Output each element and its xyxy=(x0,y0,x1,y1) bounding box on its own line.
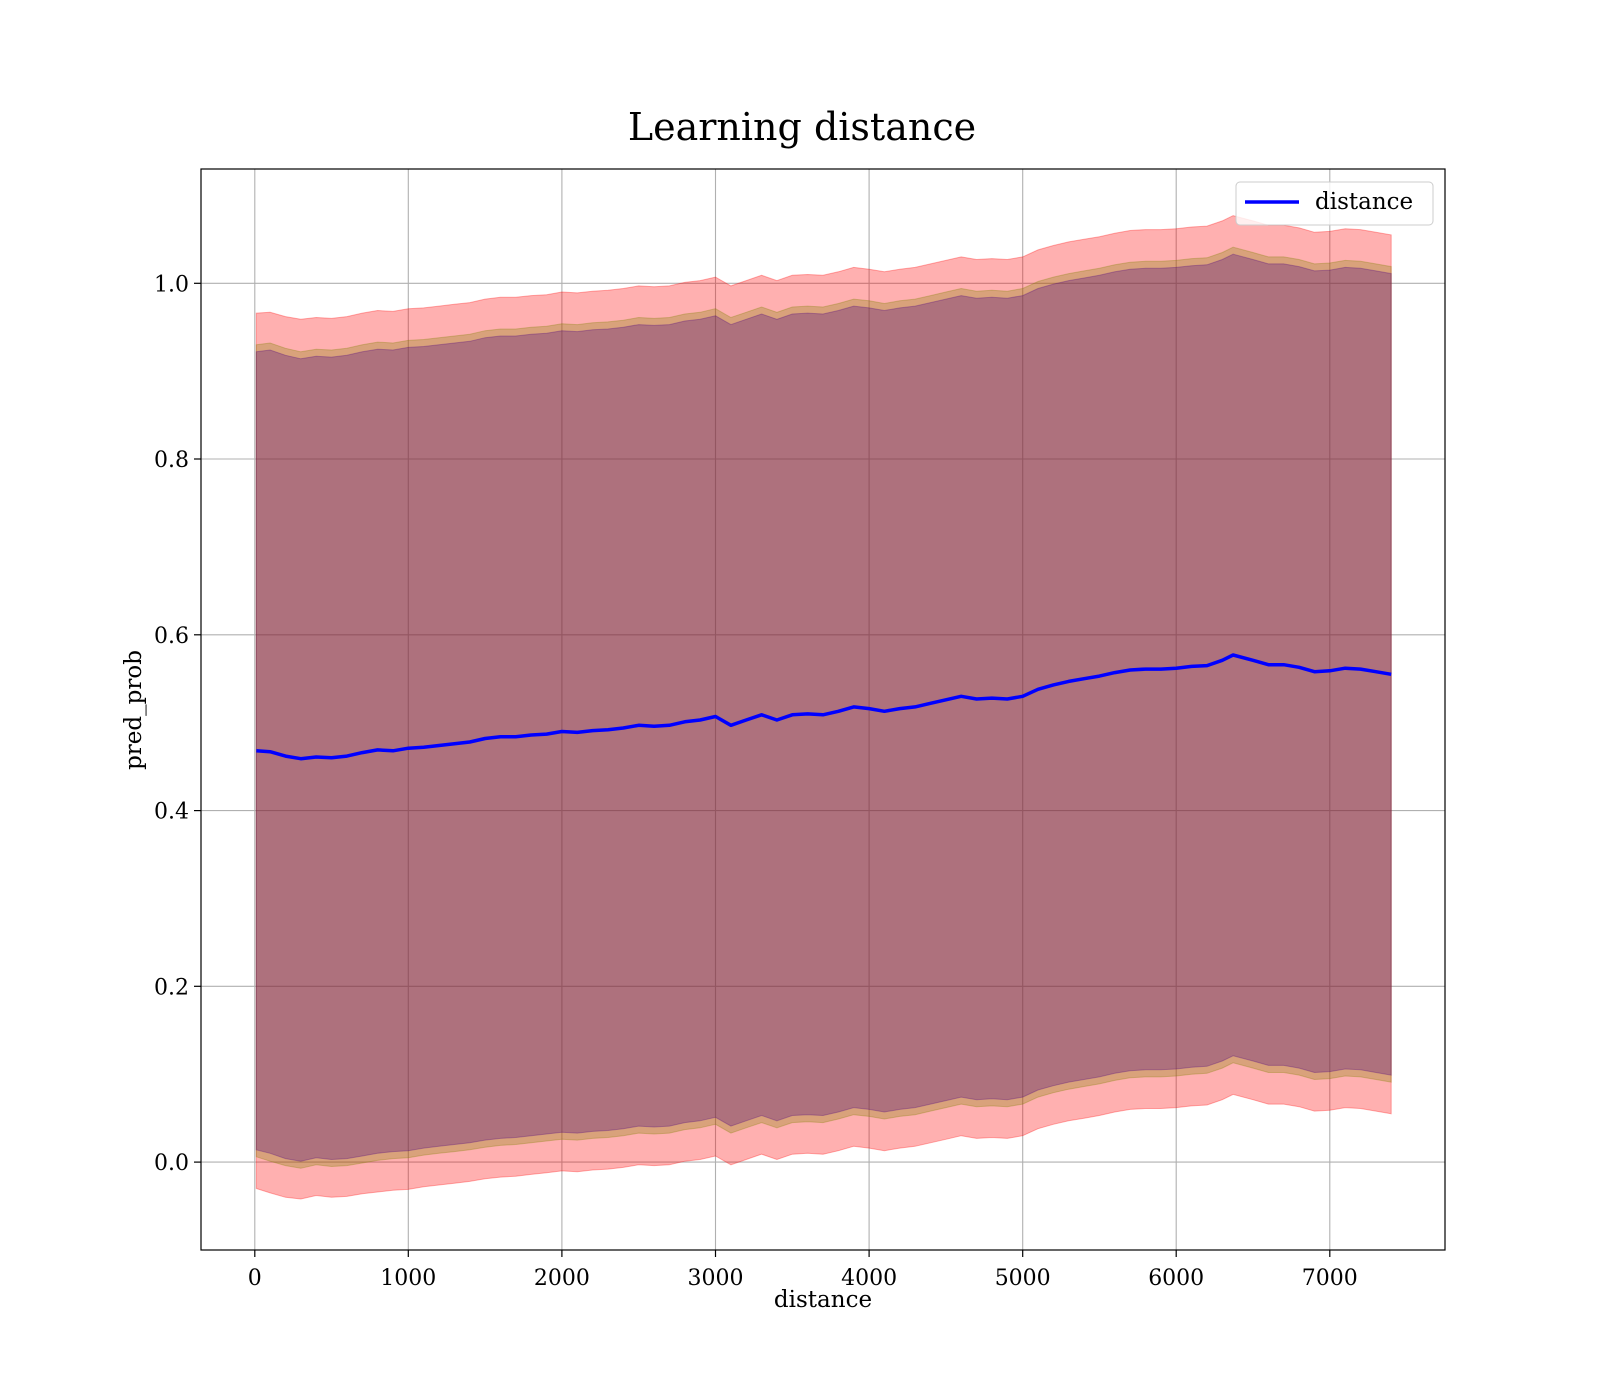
y-axis-label: pred_prob xyxy=(121,650,147,770)
y-tick-label: 0.2 xyxy=(154,975,189,1000)
y-tick-label: 1.0 xyxy=(154,272,189,297)
x-tick-label: 7000 xyxy=(1302,1266,1358,1291)
plot-frame xyxy=(200,168,1446,1251)
y-tick-label: 0.0 xyxy=(154,1151,189,1176)
y-tick-label: 0.8 xyxy=(154,448,189,473)
series-line-distance xyxy=(256,653,1392,761)
x-tick-label: 4000 xyxy=(841,1266,897,1291)
x-tick-label: 2000 xyxy=(534,1266,590,1291)
legend: distance xyxy=(1235,181,1434,226)
confidence-band xyxy=(255,253,1392,1162)
chart-title: Learning distance xyxy=(628,105,976,149)
x-tick-label: 0 xyxy=(248,1266,262,1291)
y-axis: 0.0 0.2 0.4 0.6 0.8 1.0 xyxy=(154,272,201,1176)
confidence-band xyxy=(255,215,1392,1200)
series-lines xyxy=(256,653,1392,761)
x-axis-label: distance xyxy=(774,1287,872,1313)
y-tick-label: 0.4 xyxy=(154,800,189,825)
x-tick-label: 6000 xyxy=(1148,1266,1204,1291)
legend-label-distance: distance xyxy=(1315,189,1413,215)
confidence-bands xyxy=(255,215,1392,1200)
x-tick-label: 1000 xyxy=(380,1266,436,1291)
y-tick-label: 0.6 xyxy=(154,624,189,649)
x-tick-label: 3000 xyxy=(688,1266,744,1291)
confidence-band xyxy=(255,246,1392,1169)
x-axis: 0 1000 2000 3000 4000 5000 6000 7000 xyxy=(248,1250,1358,1291)
x-tick-label: 5000 xyxy=(995,1266,1051,1291)
legend-box xyxy=(1235,181,1434,226)
